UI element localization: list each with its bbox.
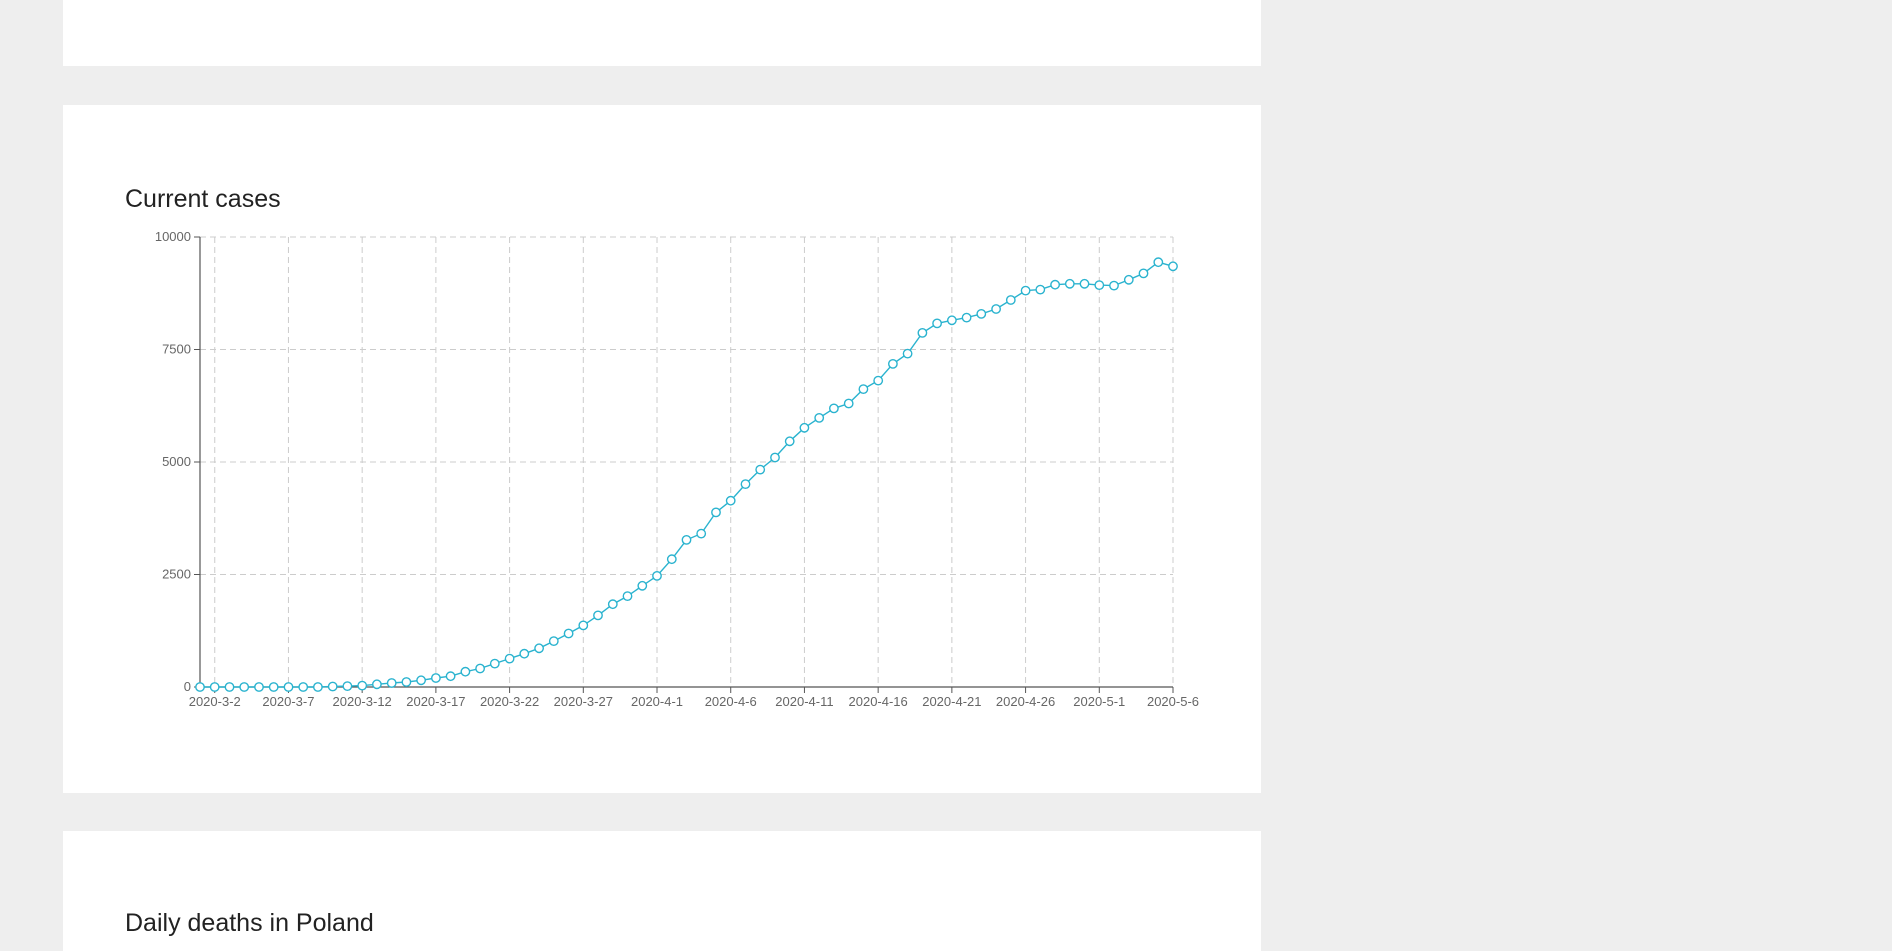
data-point [209, 682, 220, 692]
data-point [593, 610, 603, 621]
data-point [430, 673, 441, 683]
data-point [843, 398, 854, 409]
data-point [858, 384, 869, 394]
data-point [371, 679, 382, 690]
tick-labels: 0 2500 5000 7500 10000 2020-3-2 2020-3-7 2020-3… [155, 229, 1199, 709]
y-tick-label: 0 [184, 679, 191, 694]
data-point [681, 534, 692, 545]
x-tick-label: 2020-4-6 [705, 694, 757, 709]
x-tick-label: 2020-3-17 [406, 694, 465, 709]
data-point [327, 681, 338, 692]
data-point [268, 682, 279, 692]
data-point [1094, 280, 1105, 291]
data-point [917, 327, 928, 338]
data-point [696, 528, 707, 539]
data-point [932, 318, 942, 329]
x-tick-label: 2020-5-1 [1073, 694, 1125, 709]
data-point [445, 671, 456, 682]
data-point [312, 682, 323, 692]
data-point [578, 620, 589, 631]
data-point [740, 479, 751, 489]
x-tick-label: 2020-3-27 [554, 694, 613, 709]
data-point [460, 666, 471, 677]
data-point [401, 677, 412, 687]
data-point [563, 628, 574, 639]
data-point [976, 308, 987, 319]
data-point [991, 304, 1001, 314]
x-tick-label: 2020-3-22 [480, 694, 539, 709]
data-point [224, 682, 235, 692]
data-point [195, 682, 205, 692]
x-tick-label: 2020-5-6 [1147, 694, 1199, 709]
data-point [1079, 278, 1090, 289]
y-tick-label: 2500 [162, 567, 191, 582]
data-point [239, 682, 250, 692]
data-point [622, 591, 633, 601]
data-point [298, 682, 309, 692]
data-point [1168, 261, 1178, 272]
x-tick-label: 2020-4-1 [631, 694, 683, 709]
data-point [711, 507, 721, 518]
current-cases-card: Current cases 0 2500 5000 7500 10000 2020-3-2… [63, 105, 1261, 793]
data-point [416, 675, 426, 686]
current-cases-chart: 0 2500 5000 7500 10000 2020-3-2 2020-3-7 2020-3… [155, 229, 1199, 709]
x-tick-label: 2020-4-26 [996, 694, 1055, 709]
x-tick-label: 2020-3-2 [189, 694, 241, 709]
data-point [504, 653, 515, 664]
data-point [652, 570, 662, 581]
data-point [637, 580, 648, 591]
data-point [799, 422, 810, 433]
daily-deaths-card: Daily deaths in Poland [63, 831, 1261, 951]
data-point [548, 636, 559, 646]
x-tick-label: 2020-3-12 [333, 694, 392, 709]
y-tick-label: 5000 [162, 454, 191, 469]
x-tick-label: 2020-3-7 [262, 694, 314, 709]
data-point [1123, 274, 1134, 285]
data-point [725, 495, 736, 506]
data-point [873, 375, 884, 386]
x-tick-label: 2020-4-21 [922, 694, 981, 709]
data-point [1109, 280, 1119, 291]
data-point [770, 452, 780, 463]
data-point [534, 643, 544, 654]
data-point [519, 648, 530, 659]
series-layer [195, 257, 1178, 692]
data-point [1020, 285, 1031, 296]
data-point [755, 464, 766, 475]
y-tick-label: 10000 [155, 229, 191, 244]
grid [200, 236, 1174, 687]
x-tick-label: 2020-4-11 [775, 694, 833, 709]
data-point [386, 678, 397, 688]
data-point [475, 663, 485, 674]
data-point [829, 403, 839, 414]
previous-chart-card [63, 0, 1261, 66]
axes [194, 236, 1174, 693]
data-point [1005, 295, 1016, 305]
data-point [283, 682, 294, 692]
data-point [357, 680, 368, 691]
data-point [1035, 284, 1046, 295]
data-point [961, 312, 972, 323]
y-tick-label: 7500 [162, 342, 191, 357]
data-point [1064, 278, 1075, 289]
x-tick-label: 2020-4-16 [849, 694, 908, 709]
data-point [902, 348, 913, 359]
data-point [1138, 268, 1149, 279]
data-point [1050, 279, 1060, 290]
data-point [888, 358, 898, 369]
data-point [254, 682, 264, 692]
data-point [784, 436, 795, 447]
data-point [342, 681, 353, 691]
daily-deaths-title: Daily deaths in Poland [125, 909, 374, 937]
data-point [947, 315, 957, 326]
data-point [607, 599, 618, 610]
data-point [666, 554, 677, 565]
series-line [200, 261, 1174, 688]
data-point [489, 658, 500, 669]
chart-title: Current cases [125, 185, 281, 213]
data-point [1153, 257, 1164, 268]
data-point [814, 412, 825, 423]
